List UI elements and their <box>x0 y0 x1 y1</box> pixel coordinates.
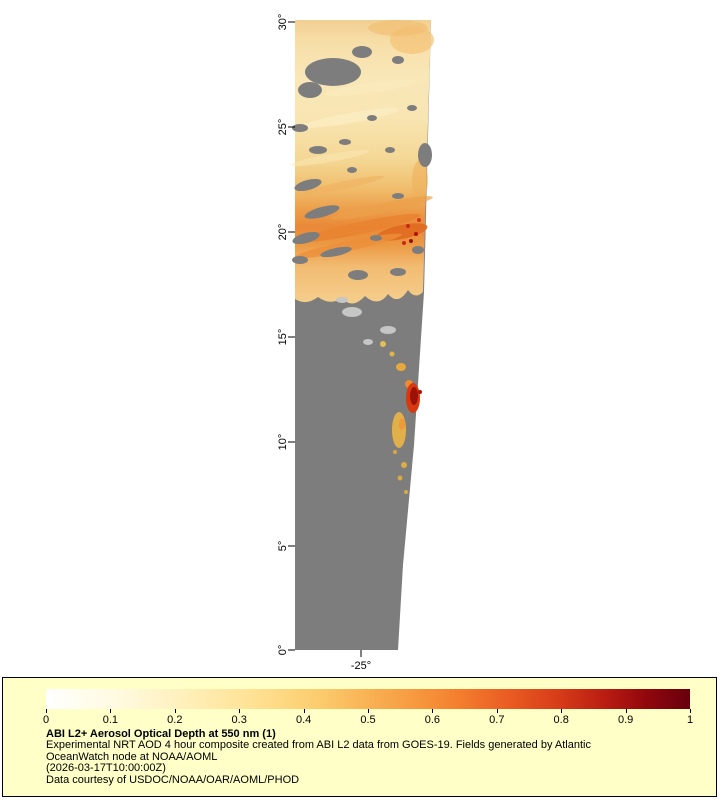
caption-line-3: (2026-03-17T10:00:00Z) <box>46 762 166 775</box>
colorbar-tick-label: 0 <box>42 714 50 726</box>
caption-line-2: OceanWatch node at NOAA/AOML <box>46 750 218 763</box>
colorbar-tick <box>46 709 47 713</box>
caption-line-1: Experimental NRT AOD 4 hour composite cr… <box>46 739 591 752</box>
colorbar <box>46 689 690 709</box>
colorbar-tick-label: 0.4 <box>295 714 312 726</box>
colorbar-tick-label: 0.9 <box>617 714 634 726</box>
colorbar-tick <box>625 709 627 713</box>
colorbar-tick-label: 0.8 <box>553 714 569 726</box>
colorbar-tick-label: 0.3 <box>231 714 247 726</box>
swath <box>290 20 434 650</box>
y-axis-tick-label: 20° <box>277 224 289 241</box>
light-cloud-patches <box>336 297 396 345</box>
caption-line-4: Data courtesy of USDOC/NOAA/OAR/AOML/PHO… <box>46 773 300 786</box>
y-axis-tick-label: 10° <box>277 434 289 451</box>
colorbar-tick <box>174 709 176 713</box>
caption-panel: 0 0.1 0.2 0.3 0.4 0.5 0.6 0.7 0.8 0.9 1 … <box>2 677 717 797</box>
colorbar-tick-label: 0.6 <box>424 714 441 726</box>
aerosol-streaks <box>290 20 434 259</box>
x-axis-tick-label: -25° <box>351 660 371 672</box>
colorbar-tick-label: 0.5 <box>360 714 376 726</box>
colorbar-tick <box>432 709 434 713</box>
high-aod-specks <box>402 218 421 245</box>
caption-text: ABI L2+ Aerosol Optical Depth at 550 nm … <box>46 728 591 786</box>
y-axis: 30° 25° 20° 15° 10° 5° 0° <box>277 14 295 656</box>
colorbar-tick <box>110 709 112 713</box>
y-axis-tick-label: 0° <box>277 645 289 656</box>
cloud-gaps <box>292 46 432 280</box>
colorbar-tick-label: 0.7 <box>489 714 505 726</box>
y-axis-tick-label: 5° <box>277 541 289 552</box>
lower-aerosol-spots <box>380 341 422 494</box>
aod-map-svg: 30° 25° 20° 15° 10° 5° 0° -25° <box>277 14 434 672</box>
colorbar-tick-label: 0.2 <box>167 714 183 726</box>
colorbar-tick <box>561 709 563 713</box>
colorbar-tick-label: 0.1 <box>102 714 119 726</box>
colorbar-tick <box>496 709 498 713</box>
y-axis-tick-label: 25° <box>277 119 289 136</box>
colorbar-wrap: 0 0.1 0.2 0.3 0.4 0.5 0.6 0.7 0.8 0.9 1 <box>42 689 694 729</box>
x-axis: -25° <box>351 650 371 672</box>
y-axis-tick-label: 15° <box>277 329 289 346</box>
colorbar-tick <box>303 709 305 713</box>
aod-map: 30° 25° 20° 15° 10° 5° 0° -25° <box>277 14 434 672</box>
colorbar-tick <box>239 709 241 713</box>
colorbar-tick-label: 1 <box>686 714 694 726</box>
colorbar-tick <box>368 709 369 713</box>
colorbar-tick <box>690 709 691 713</box>
y-axis-tick-label: 30° <box>277 14 289 31</box>
caption-title: ABI L2+ Aerosol Optical Depth at 550 nm … <box>46 728 276 740</box>
